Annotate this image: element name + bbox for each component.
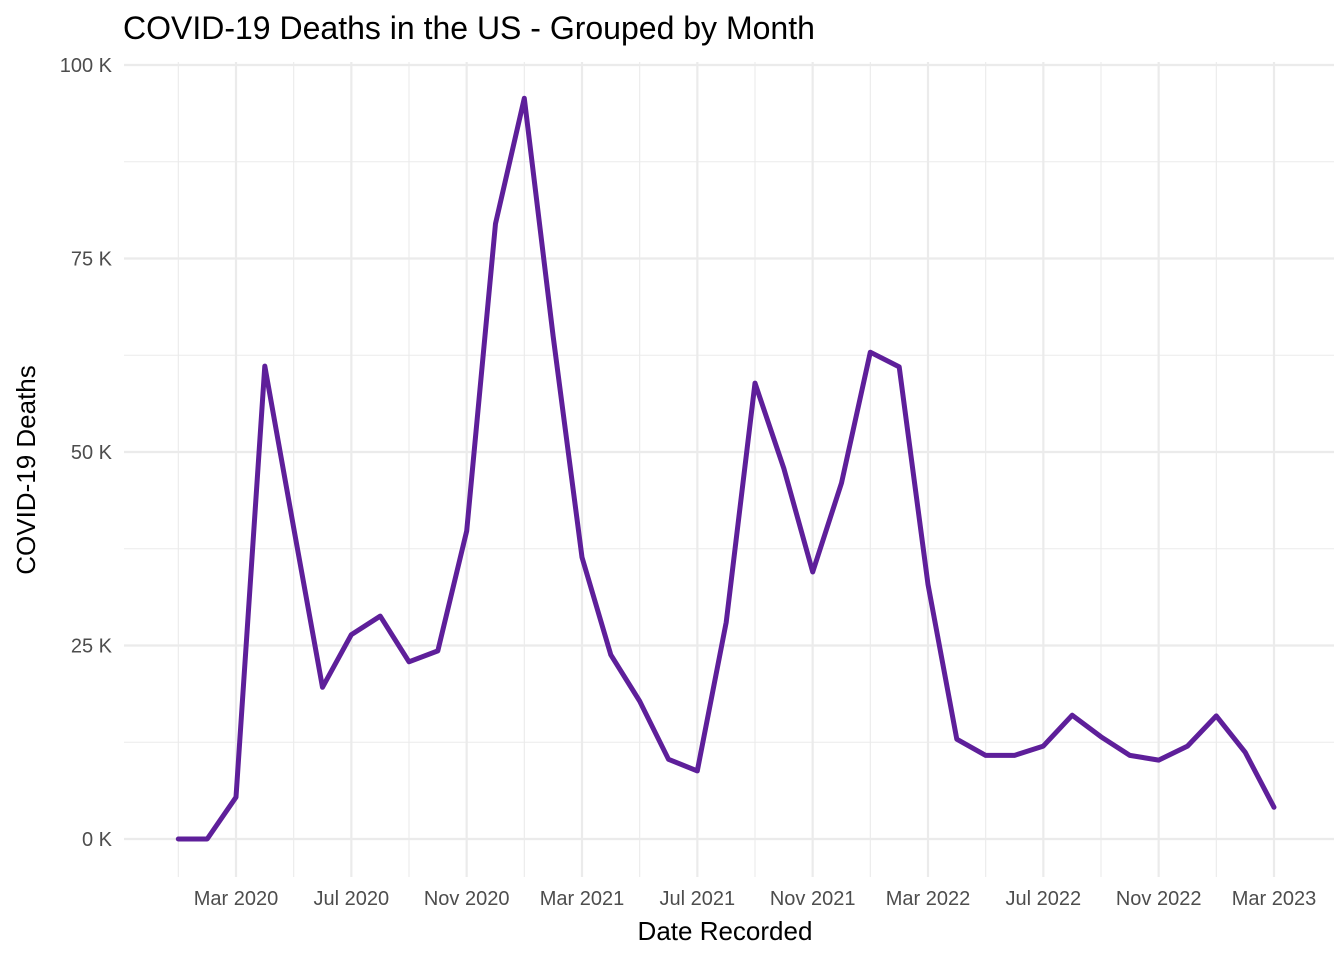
x-tick-label: Jul 2021 — [660, 888, 736, 910]
x-tick-label: Mar 2023 — [1232, 888, 1317, 910]
chart-title: COVID-19 Deaths in the US - Grouped by M… — [123, 10, 815, 46]
x-axis-title: Date Recorded — [638, 916, 813, 946]
y-tick-label: 25 K — [71, 636, 113, 658]
y-axis-ticks: 0 K 25 K 50 K 75 K 100 K — [60, 55, 113, 851]
x-axis-ticks: Mar 2020 Jul 2020 Nov 2020 Mar 2021 Jul 2021… — [194, 888, 1317, 910]
y-tick-label: 50 K — [71, 442, 113, 464]
series-line — [175, 95, 1277, 842]
grid — [124, 62, 1334, 877]
x-tick-label: Jul 2020 — [314, 888, 390, 910]
series-group — [175, 95, 1277, 842]
x-tick-label: Nov 2021 — [770, 888, 856, 910]
y-tick-label: 0 K — [82, 829, 113, 851]
x-tick-label: Mar 2022 — [886, 888, 971, 910]
x-tick-label: Mar 2020 — [194, 888, 279, 910]
x-tick-label: Nov 2022 — [1116, 888, 1202, 910]
y-tick-label: 100 K — [60, 55, 113, 77]
x-tick-label: Nov 2020 — [424, 888, 510, 910]
x-tick-label: Mar 2021 — [540, 888, 625, 910]
y-axis-title: COVID-19 Deaths — [11, 365, 41, 575]
x-tick-label: Jul 2022 — [1006, 888, 1082, 910]
y-tick-label: 75 K — [71, 249, 113, 271]
